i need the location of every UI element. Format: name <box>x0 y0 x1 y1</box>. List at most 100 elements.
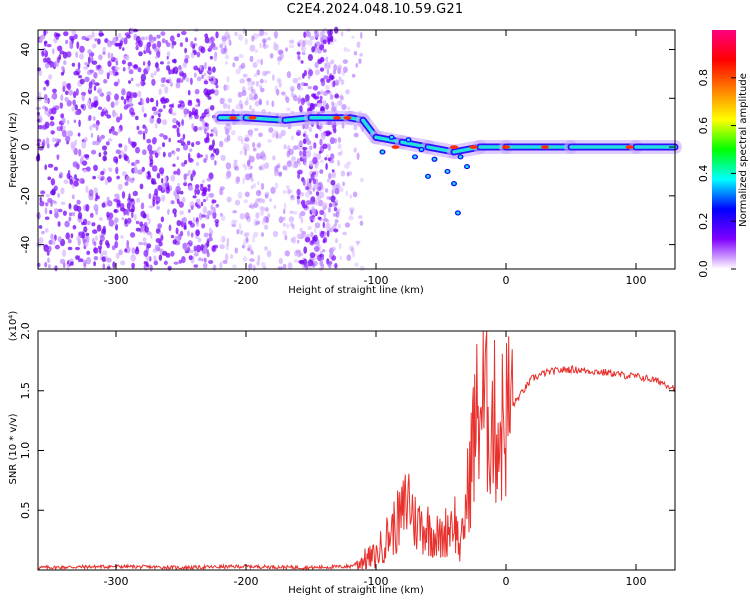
spectrogram-speckle <box>98 152 102 157</box>
spectrogram-speckle <box>142 237 147 242</box>
spectrogram-speckle <box>329 196 333 201</box>
spectrogram-speckle <box>190 77 193 86</box>
spectrogram-speckle <box>240 138 244 145</box>
spectrogram-speckle <box>136 125 140 131</box>
spectrogram-speckle <box>70 233 74 239</box>
spectrogram-speckle <box>340 95 344 101</box>
signal-hotspot <box>469 145 478 149</box>
spectrogram-speckle <box>60 94 64 101</box>
spectrogram-speckle <box>252 147 257 152</box>
colorbar-tick-label: 0.0 <box>697 260 710 278</box>
spectrogram-speckle <box>306 150 312 158</box>
spectrogram-speckle <box>290 194 295 201</box>
spectrogram-speckle <box>303 246 308 254</box>
spectrogram-speckle <box>249 258 255 262</box>
spectrogram-speckle <box>265 206 269 213</box>
spectrogram-speckle <box>300 60 304 64</box>
spectrogram-speckle <box>212 211 217 219</box>
spectrogram-speckle <box>157 146 162 150</box>
spectrogram-speckle <box>334 222 338 227</box>
spectrogram-speckle <box>102 250 108 256</box>
spectrogram-speckle <box>65 135 71 143</box>
spectrogram-speckle <box>316 102 323 108</box>
spectrogram-speckle <box>278 257 283 265</box>
spectrogram-speckle <box>45 193 51 198</box>
spectrogram-speckle <box>271 74 275 81</box>
spectrogram-speckle <box>300 210 306 217</box>
spectrogram-speckle <box>38 237 44 244</box>
spectrogram-speckle <box>190 205 194 211</box>
spectrogram-speckle <box>158 88 162 96</box>
spectrogram-speckle <box>201 214 207 218</box>
spectrogram-x-tick-label: 0 <box>503 274 510 287</box>
spectrogram-speckle <box>47 264 51 269</box>
spectrogram-speckle <box>43 29 47 37</box>
spectrogram-speckle <box>49 121 55 127</box>
spectrogram-speckle <box>78 148 82 157</box>
spectrogram-y-tick-label: -40 <box>19 236 32 254</box>
spectrogram-speckle <box>317 186 322 192</box>
spectrogram-speckle <box>148 149 154 155</box>
spectrogram-speckle <box>152 36 157 42</box>
spectrogram-speckle <box>295 249 301 254</box>
spectrogram-speckle <box>106 114 112 119</box>
spectrogram-speckle <box>184 247 188 252</box>
spectrogram-speckle <box>307 85 313 90</box>
spectrogram-speckle <box>111 130 117 135</box>
spectrogram-speckle <box>84 76 90 83</box>
spectrogram-speckle <box>242 177 245 185</box>
spectrogram-speckle <box>303 264 309 268</box>
spectrogram-speckle <box>43 86 47 91</box>
spectrogram-speckle <box>167 61 171 65</box>
spectrogram-speckle <box>151 165 158 172</box>
spectrogram-speckle <box>321 202 328 209</box>
spectrogram-speckle <box>337 223 341 229</box>
spectrogram-speckle <box>57 236 62 243</box>
spectrogram-speckle <box>71 194 75 200</box>
spectrogram-speckle <box>284 94 288 101</box>
spectrogram-speckle <box>185 37 189 43</box>
spectrogram-speckle <box>264 224 269 230</box>
spectrogram-speckle <box>258 33 261 37</box>
spectrogram-speckle <box>121 59 126 65</box>
spectrogram-speckle <box>37 91 42 97</box>
spectrogram-speckle <box>292 236 296 244</box>
spectrogram-speckle <box>272 155 276 161</box>
spectrogram-speckle <box>206 132 210 139</box>
spectrogram-speckle <box>212 139 215 147</box>
spectrogram-speckle <box>130 141 134 146</box>
spectrogram-speckle <box>200 201 204 207</box>
spectrogram-speckle <box>44 216 50 220</box>
spectrogram-speckle <box>51 238 56 246</box>
spectrogram-speckle <box>87 56 91 64</box>
spectrogram-speckle <box>100 175 105 181</box>
colorbar-tick-label: 0.4 <box>697 165 710 183</box>
spectrogram-speckle <box>107 40 113 48</box>
spectrogram-speckle <box>204 36 210 44</box>
spectrogram-speckle <box>329 91 332 96</box>
spectrogram-speckle <box>93 187 98 194</box>
spectrogram-speckle <box>119 113 123 121</box>
spectrogram-speckle <box>203 232 209 238</box>
spectrogram-speckle <box>319 260 324 267</box>
spectrogram-speckle <box>81 141 87 149</box>
spectrogram-speckle <box>166 56 169 60</box>
spectrogram-speckle <box>44 228 49 233</box>
spectrogram-speckle <box>247 80 252 87</box>
spectrogram-speckle <box>219 140 224 148</box>
spectrogram-speckle <box>94 235 98 241</box>
spectrogram-speckle <box>260 58 263 66</box>
spectrogram-speckle <box>328 172 332 180</box>
spectrogram-speckle <box>70 261 74 266</box>
spectrogram-speckle <box>319 67 325 72</box>
spectrogram-speckle <box>54 143 58 148</box>
spectrogram-speckle <box>208 45 213 51</box>
spectrogram-speckle <box>198 70 203 75</box>
spectrogram-speckle <box>287 188 291 195</box>
spectrogram-speckle <box>265 216 270 224</box>
spectrogram-speckle <box>241 245 245 249</box>
spectrogram-speckle <box>289 210 294 214</box>
spectrogram-speckle <box>108 168 113 173</box>
spectrogram-speckle <box>212 206 216 214</box>
spectrogram-speckle <box>171 112 177 116</box>
